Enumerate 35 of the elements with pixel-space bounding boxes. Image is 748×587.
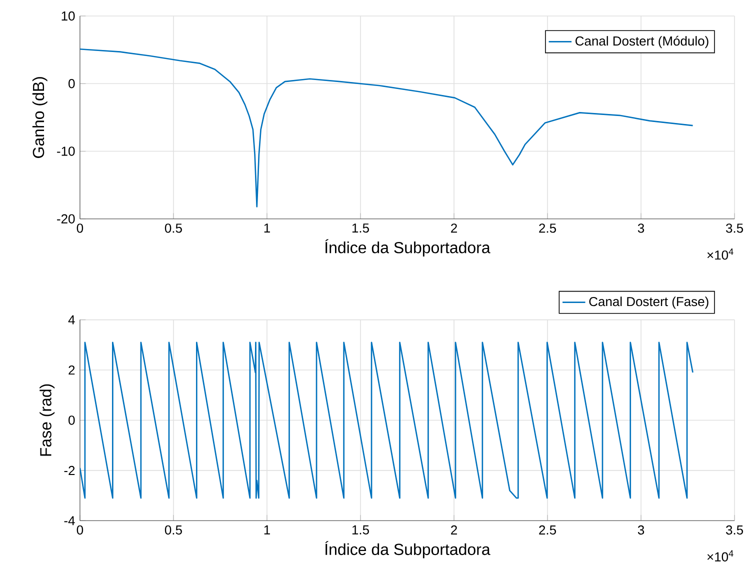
legend-label: Canal Dostert (Módulo) <box>576 36 708 48</box>
x-tick-label: 0.5 <box>164 526 182 535</box>
y-axis-title: Fase (rad) <box>40 384 55 456</box>
x-tick-label: 1 <box>264 526 270 534</box>
text: ×10$^{4}$ <box>707 550 734 562</box>
x-tick-label: 1.5 <box>352 224 369 233</box>
y-tick-label: -2 <box>64 466 75 476</box>
y-tick-label: -4 <box>64 516 75 526</box>
y-tick-label: 0 <box>68 416 75 426</box>
y-tick-label: -10 <box>57 146 75 156</box>
x-tick-label: 2 <box>451 526 457 535</box>
x-tick-label: 3 <box>638 224 644 233</box>
y-tick-label: 0 <box>68 79 75 88</box>
y-tick-label: 10 <box>62 12 75 21</box>
text: ×10$^{4}$ <box>707 248 734 260</box>
x-tick-label: 3.5 <box>726 224 744 233</box>
x-tick-label: 1 <box>264 224 270 233</box>
x-tick-label: 3 <box>638 526 644 535</box>
x-tick-label: 2.5 <box>539 224 556 233</box>
x-axis-title: Índice da Subportadora <box>325 541 490 558</box>
y-tick-label: 2 <box>68 366 75 375</box>
x-tick-label: 2.5 <box>539 526 556 535</box>
x-tick-label: 0.5 <box>164 224 182 233</box>
x-tick-label: 1.5 <box>352 526 369 535</box>
legend-label: Canal Dostert (Fase) <box>589 296 708 309</box>
x-tick-label: 0 <box>76 224 84 233</box>
x-tick-label: 0 <box>76 526 84 535</box>
x-tick-label: 2 <box>451 224 457 233</box>
x-axis-title: Índice da Subportadora <box>325 239 490 257</box>
y-tick-label: 4 <box>68 316 75 324</box>
y-axis-title: Ganho (dB) <box>32 77 48 158</box>
line-series <box>80 342 694 499</box>
line-series <box>80 48 694 208</box>
y-tick-label: -20 <box>57 214 75 224</box>
x-tick-label: 3.5 <box>726 526 744 535</box>
